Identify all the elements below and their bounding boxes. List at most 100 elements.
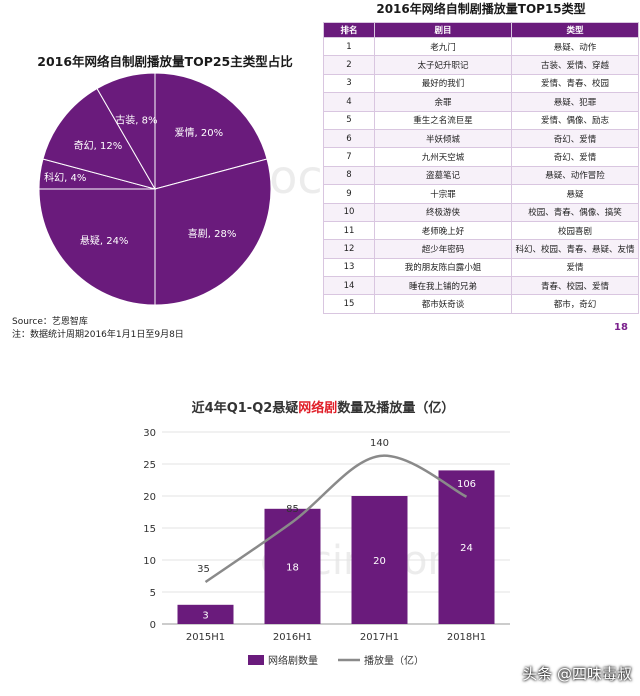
pie-slice-奇幻 [42, 87, 157, 190]
genre-cell: 悬疑、犯罪 [511, 92, 639, 112]
pie-note: 注：数据统计周期2016年1月1日至9月8日 [12, 330, 184, 340]
genre-cell: 都市，奇幻 [511, 294, 639, 314]
genre-cell: 科幻、校园、青春、悬疑、友情 [511, 239, 639, 259]
header-rank: 排名 [323, 22, 375, 38]
genre-cell: 校园、青春、偶像、搞笑 [511, 202, 639, 222]
genre-cell: 爱情、偶像、励志 [511, 110, 639, 130]
pie-label: 古装, 8% [115, 114, 157, 127]
credit-watermark: 头条 @四味毒叔 [522, 665, 632, 683]
genre-cell: 青春、校园、爱情 [511, 276, 639, 296]
table-row: 8 盗墓笔记 悬疑、动作冒险 [323, 165, 639, 186]
y-tick-label: 20 [143, 492, 156, 503]
genre-cell: 爱情 [511, 257, 639, 278]
y-tick-label: 10 [143, 556, 156, 567]
pie-chart: 爱情, 20% 喜剧, 28% 悬疑, 24% 科幻, 4% 奇幻, 12% 古装, 8% [38, 72, 272, 306]
header-title: 剧目 [374, 22, 512, 38]
title-cell: 都市妖奇谈 [374, 294, 512, 314]
line-value-label: 85 [286, 504, 299, 515]
genre-cell: 古装、爱情、穿越 [511, 55, 639, 75]
rank-cell: 7 [323, 147, 375, 167]
rank-cell: 9 [323, 184, 375, 204]
table-row: 11 老师晚上好 校园喜剧 [323, 220, 639, 241]
table-row: 1 老九门 悬疑、动作 [323, 36, 639, 57]
top-report-panel: docin.com 2016年网络自制剧播放量TOP25主类型占比 爱情, 20… [0, 0, 640, 345]
line-series-playcount [204, 454, 468, 584]
table-row: 10 终极游侠 校园、青春、偶像、搞笑 [323, 202, 639, 222]
header-genre: 类型 [511, 22, 639, 38]
genre-cell: 校园喜剧 [511, 220, 639, 241]
title-cell: 老师晚上好 [374, 220, 512, 241]
rank-cell: 13 [323, 257, 375, 278]
bar-2015H1 [177, 604, 234, 624]
legend-bar-swatch [248, 655, 264, 665]
table-row: 3 最好的我们 爱情、青春、校园 [323, 73, 639, 94]
genre-cell: 奇幻、爱情 [511, 147, 639, 167]
table-row: 13 我的朋友陈白露小姐 爱情 [323, 257, 639, 278]
pie-label: 科幻, 4% [44, 171, 86, 184]
title-cell: 老九门 [374, 36, 512, 57]
rank-cell: 8 [323, 165, 375, 186]
rank-cell: 12 [323, 239, 375, 259]
pie-label: 悬疑, 24% [80, 235, 129, 247]
title-cell: 余罪 [374, 92, 512, 112]
y-tick-label: 0 [150, 620, 156, 631]
legend-line-label: 播放量（亿） [364, 654, 424, 667]
table-row: 15 都市妖奇谈 都市，奇幻 [323, 294, 639, 314]
title-part-2: 网络剧 [298, 400, 337, 416]
ranking-table: 排名 剧目 类型 1 老九门 悬疑、动作 2 太子妃升职记 古装、爱情、穿越 3 最好的我们爱… [323, 22, 639, 314]
pie-slice-喜剧 [154, 158, 272, 306]
rank-cell: 14 [323, 276, 375, 296]
title-cell: 睡在我上铺的兄弟 [374, 276, 512, 296]
genre-cell: 悬疑、动作 [511, 36, 639, 57]
x-tick-label: 2017H1 [360, 632, 399, 643]
x-tick-label: 2018H1 [447, 632, 486, 643]
rank-cell: 4 [323, 92, 375, 112]
title-cell: 超少年密码 [374, 239, 512, 259]
table-header-row: 排名 剧目 类型 [323, 22, 639, 38]
title-cell: 半妖倾城 [374, 128, 512, 149]
title-cell: 最好的我们 [374, 73, 512, 94]
bar-value-label: 24 [460, 543, 473, 554]
bar-value-label: 18 [286, 562, 299, 573]
rank-cell: 11 [323, 220, 375, 241]
y-tick-label: 30 [143, 428, 156, 439]
genre-cell: 奇幻、爱情 [511, 128, 639, 149]
genre-cell: 悬疑、动作冒险 [511, 165, 639, 186]
table-title: 2016年网络自制剧播放量TOP15类型 [376, 2, 586, 16]
y-tick-label: 15 [143, 524, 156, 535]
bar-chart-title: 近4年Q1-Q2悬疑网络剧数量及播放量（亿） [192, 400, 455, 416]
line-value-label: 106 [457, 479, 476, 490]
rank-cell: 10 [323, 202, 375, 222]
page-number: 18 [614, 322, 628, 333]
title-cell: 我的朋友陈白露小姐 [374, 257, 512, 278]
title-cell: 终极游侠 [374, 202, 512, 222]
table-row: 14 睡在我上铺的兄弟 青春、校园、爱情 [323, 276, 639, 296]
bar-line-chart: 近4年Q1-Q2悬疑网络剧数量及播放量（亿） docin.com 0510152… [143, 400, 510, 667]
pie-label: 爱情, 20% [174, 126, 223, 139]
table-row: 2 太子妃升职记 古装、爱情、穿越 [323, 55, 639, 75]
title-cell: 十宗罪 [374, 184, 512, 204]
rank-cell: 1 [323, 36, 375, 57]
title-part-1: 近4年Q1-Q2悬疑 [192, 400, 299, 416]
table-row: 5 重生之名流巨星 爱情、偶像、励志 [323, 110, 639, 130]
title-part-3: 数量及播放量（亿） [337, 400, 454, 416]
pie-slice-悬疑 [38, 188, 156, 306]
table-row: 12 超少年密码 科幻、校园、青春、悬疑、友情 [323, 239, 639, 259]
table-row: 9 十宗罪 悬疑 [323, 184, 639, 204]
bar-2017H1 [351, 496, 408, 624]
rank-cell: 5 [323, 110, 375, 130]
table-row: 7 九州天空城 奇幻、爱情 [323, 147, 639, 167]
table-row: 4 余罪 悬疑、犯罪 [323, 92, 639, 112]
y-tick-label: 25 [143, 460, 156, 471]
table-row: 6 半妖倾城 奇幻、爱情 [323, 128, 639, 149]
genre-cell: 爱情、青春、校园 [511, 73, 639, 94]
rank-cell: 6 [323, 128, 375, 149]
pie-label: 喜剧, 28% [188, 227, 237, 240]
bar-value-label: 20 [373, 556, 386, 567]
rank-cell: 2 [323, 55, 375, 75]
title-cell: 九州天空城 [374, 147, 512, 167]
bar-value-label: 3 [202, 610, 208, 621]
pie-source: Source：艺恩智库 [12, 317, 88, 327]
rank-cell: 3 [323, 73, 375, 94]
pie-slice-爱情 [154, 72, 268, 190]
